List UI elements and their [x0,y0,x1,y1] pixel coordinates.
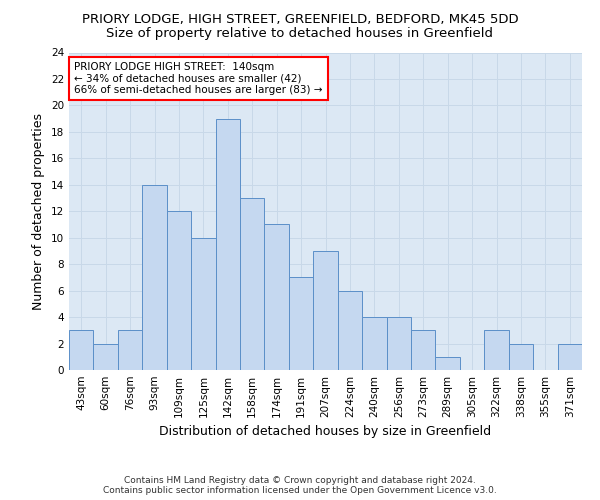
Bar [191,238,215,370]
Bar [362,317,386,370]
Text: PRIORY LODGE HIGH STREET:  140sqm
← 34% of detached houses are smaller (42)
66% : PRIORY LODGE HIGH STREET: 140sqm ← 34% o… [74,62,323,95]
Bar [240,198,265,370]
Bar [411,330,436,370]
X-axis label: Distribution of detached houses by size in Greenfield: Distribution of detached houses by size … [160,426,491,438]
Bar [265,224,289,370]
Bar [436,357,460,370]
Bar [94,344,118,370]
Bar [313,251,338,370]
Text: Size of property relative to detached houses in Greenfield: Size of property relative to detached ho… [107,28,493,40]
Text: Contains HM Land Registry data © Crown copyright and database right 2024.
Contai: Contains HM Land Registry data © Crown c… [103,476,497,495]
Bar [69,330,94,370]
Bar [118,330,142,370]
Bar [557,344,582,370]
Text: PRIORY LODGE, HIGH STREET, GREENFIELD, BEDFORD, MK45 5DD: PRIORY LODGE, HIGH STREET, GREENFIELD, B… [82,12,518,26]
Bar [509,344,533,370]
Bar [386,317,411,370]
Bar [484,330,509,370]
Bar [289,278,313,370]
Bar [215,118,240,370]
Bar [338,290,362,370]
Y-axis label: Number of detached properties: Number of detached properties [32,113,46,310]
Bar [167,211,191,370]
Bar [142,185,167,370]
